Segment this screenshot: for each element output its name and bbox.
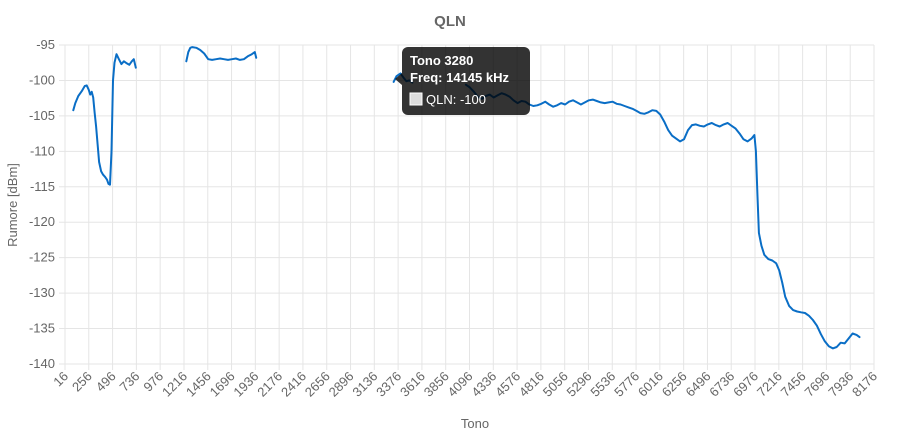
y-tick-label: -105 [29, 108, 55, 123]
x-tick-label: 4336 [468, 369, 499, 400]
chart-title: QLN [434, 13, 466, 30]
y-tick-label: -100 [29, 72, 55, 87]
x-tick-label: 1696 [207, 369, 238, 400]
tooltip-color-swatch [409, 92, 423, 106]
x-tick-label: 1936 [230, 369, 261, 400]
x-tick-label: 8176 [849, 369, 880, 400]
x-tick-label: 6736 [706, 369, 737, 400]
x-tick-label: 2896 [326, 369, 357, 400]
x-tick-label: 2416 [278, 369, 309, 400]
y-axis-title: Rumore [dBm] [5, 163, 20, 247]
x-tick-label: 5776 [611, 369, 642, 400]
x-tick-label: 3136 [349, 369, 380, 400]
tooltip-box [402, 47, 530, 115]
x-tick-label: 4816 [516, 369, 547, 400]
x-tick-label: 1456 [183, 369, 214, 400]
y-tick-label: -130 [29, 285, 55, 300]
y-tick-label: -135 [29, 321, 55, 336]
tooltip: Tono 3280 Freq: 14145 kHz QLN: -100 [395, 47, 530, 115]
y-tick-label: -115 [30, 179, 55, 194]
x-tick-label: 4576 [492, 369, 523, 400]
series-line-qln [464, 83, 861, 350]
x-tick-label: 7216 [754, 369, 785, 400]
x-tick-label: 1216 [159, 369, 190, 400]
tooltip-caret [395, 73, 402, 85]
x-tick-label: 6256 [659, 369, 690, 400]
x-axis-ticks: 1625649673697612161456169619362176241626… [50, 369, 880, 400]
x-tick-label: 3616 [397, 369, 428, 400]
x-tick-label: 16 [50, 369, 71, 390]
x-tick-label: 496 [93, 369, 119, 395]
y-tick-label: -140 [29, 356, 55, 371]
series-line-qln [185, 46, 258, 63]
y-axis-ticks: -95 -100 -105 -110 -115 -120 -125 -130 -135 -140 [29, 37, 55, 371]
y-tick-label: -110 [30, 143, 55, 158]
x-tick-label: 7696 [801, 369, 832, 400]
x-axis-title: Tono [461, 416, 489, 431]
x-tick-label: 5536 [587, 369, 618, 400]
grid-layer [59, 44, 875, 370]
x-tick-label: 2656 [302, 369, 333, 400]
series-line-qln [72, 53, 137, 186]
x-tick-label: 5296 [564, 369, 595, 400]
x-tick-label: 7936 [825, 369, 856, 400]
x-tick-label: 6016 [635, 369, 666, 400]
x-tick-label: 256 [69, 369, 95, 395]
y-tick-label: -125 [29, 250, 55, 265]
x-tick-label: 736 [117, 369, 143, 395]
x-tick-label: 6976 [730, 369, 761, 400]
tooltip-value: QLN: -100 [426, 92, 486, 107]
y-tick-label: -95 [36, 37, 55, 52]
x-tick-label: 5056 [540, 369, 571, 400]
x-tick-label: 6496 [683, 369, 714, 400]
x-tick-label: 2176 [254, 369, 285, 400]
x-tick-label: 3856 [421, 369, 452, 400]
x-tick-label: 4096 [445, 369, 476, 400]
tooltip-frequency: Freq: 14145 kHz [410, 70, 509, 85]
tooltip-title: Tono 3280 [410, 53, 473, 68]
x-tick-label: 3376 [373, 369, 404, 400]
y-tick-label: -120 [29, 214, 55, 229]
x-tick-label: 7456 [778, 369, 809, 400]
